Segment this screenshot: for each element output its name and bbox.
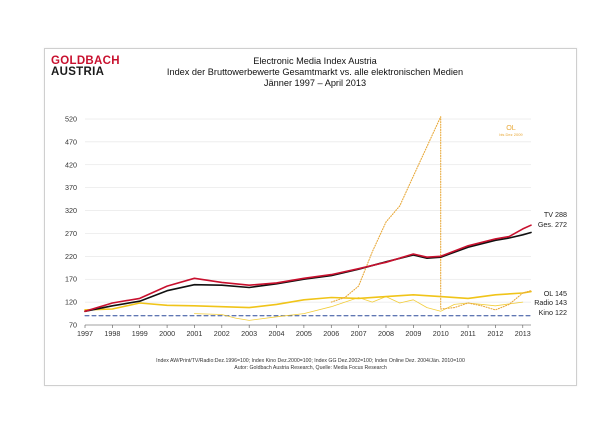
- ol-annotation-subtext: bis Dez 2009: [499, 132, 523, 137]
- x-tick-label: 2008: [378, 329, 394, 338]
- x-tick-label: 2007: [351, 329, 367, 338]
- y-tick-label: 220: [65, 252, 77, 261]
- x-tick-label: 2009: [405, 329, 421, 338]
- y-tick-label: 70: [69, 321, 77, 330]
- y-tick-label: 170: [65, 275, 77, 284]
- end-label-kino: Kino 122: [539, 308, 567, 317]
- x-tick-label: 2006: [323, 329, 339, 338]
- y-tick-label: 470: [65, 137, 77, 146]
- x-tick-label: 1998: [104, 329, 120, 338]
- x-tick-label: 1997: [77, 329, 93, 338]
- x-tick-label: 2012: [487, 329, 503, 338]
- x-tick-label: 2000: [159, 329, 175, 338]
- y-tick-label: 320: [65, 206, 77, 215]
- end-label-tv: TV 288: [544, 210, 567, 219]
- end-label-ol: OL 145: [544, 289, 567, 298]
- goldbach-logo: GOLDBACH AUSTRIA: [51, 55, 120, 78]
- end-label-ges: Ges. 272: [538, 220, 567, 229]
- chart-period: Jänner 1997 – April 2013: [263, 78, 367, 88]
- series-line-radio2: [194, 296, 524, 321]
- chart-slide: GOLDBACH AUSTRIA Electronic Media Index …: [44, 48, 577, 386]
- footer-source: Autor: Goldbach Austria Research, Quelle…: [234, 365, 387, 371]
- series-line-radio: [84, 290, 532, 311]
- y-tick-label: 370: [65, 183, 77, 192]
- chart-title: Electronic Media Index Austria: [253, 56, 377, 66]
- chart-titles: Electronic Media Index Austria Index der…: [155, 56, 475, 89]
- y-tick-label: 120: [65, 298, 77, 307]
- x-tick-label: 2002: [214, 329, 230, 338]
- end-label-radio: Radio 143: [534, 298, 567, 307]
- x-tick-label: 2013: [515, 329, 531, 338]
- logo-line-2: AUSTRIA: [51, 66, 105, 78]
- x-tick-label: 2004: [269, 329, 285, 338]
- y-tick-label: 520: [65, 115, 77, 124]
- logo-line-1: GOLDBACH: [51, 55, 120, 67]
- x-tick-label: 2003: [241, 329, 257, 338]
- series-line-ol: [330, 116, 532, 311]
- ol-annotation-label: OL: [506, 123, 516, 132]
- chart-subtitle: Index der Bruttowerbewerte Gesamtmarkt v…: [166, 67, 464, 77]
- x-tick-label: 2005: [296, 329, 312, 338]
- y-tick-label: 270: [65, 229, 77, 238]
- footer-index-note: Index AW/Print/TV/Radio:Dez.1996=100; In…: [156, 358, 465, 364]
- x-tick-label: 2001: [186, 329, 202, 338]
- x-tick-label: 2010: [433, 329, 449, 338]
- series-line-tv: [84, 224, 532, 313]
- x-tick-label: 2011: [460, 329, 475, 338]
- x-tick-label: 1999: [132, 329, 148, 338]
- y-tick-label: 420: [65, 160, 77, 169]
